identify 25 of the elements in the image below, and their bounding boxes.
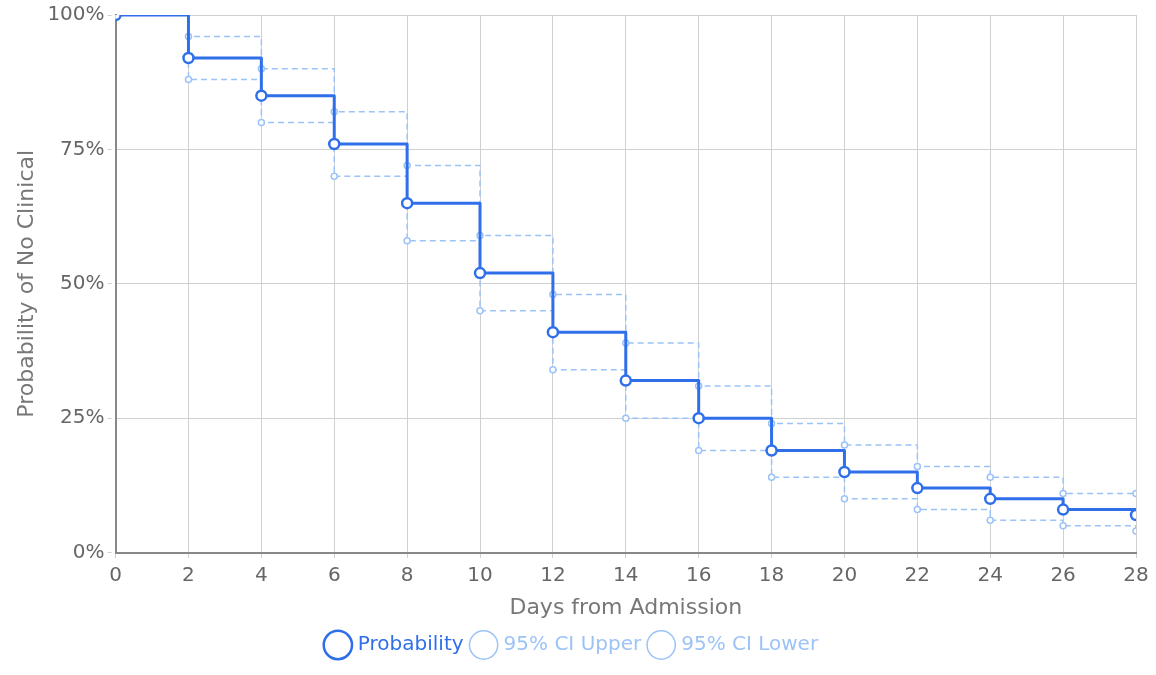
- x-tick-label: 6: [327, 561, 341, 586]
- x-tick-label: 18: [758, 561, 785, 586]
- x-tick-label: 26: [1050, 561, 1076, 586]
- x-tick-label: 24: [977, 561, 1003, 586]
- y-axis-title: Probability of No Clinical: [12, 149, 38, 418]
- x-tick-label: 22: [904, 561, 931, 586]
- legend-label: 95% CI Lower: [681, 631, 819, 656]
- x-tick-label: 4: [254, 561, 268, 586]
- legend-label: 95% CI Upper: [503, 631, 642, 656]
- x-axis-title: Days from Admission: [509, 593, 743, 619]
- x-tick-label: 2: [182, 561, 195, 586]
- x-tick-label: 20: [831, 561, 858, 586]
- y-tick-label: 75%: [60, 135, 105, 160]
- y-tick-label: 0%: [72, 538, 105, 563]
- x-tick-label: 0: [109, 561, 122, 586]
- y-tick-label: 100%: [47, 1, 105, 26]
- x-tick-label: 12: [540, 561, 566, 586]
- x-tick-label: 10: [467, 561, 493, 586]
- x-tick-label: 8: [400, 561, 414, 586]
- legend-label: Probability: [357, 631, 464, 656]
- y-tick-label: 50%: [60, 270, 105, 294]
- x-tick-label: 14: [613, 561, 639, 586]
- x-tick-label: 16: [685, 561, 712, 586]
- x-tick-label: 28: [1123, 561, 1149, 586]
- y-tick-label: 25%: [60, 404, 105, 429]
